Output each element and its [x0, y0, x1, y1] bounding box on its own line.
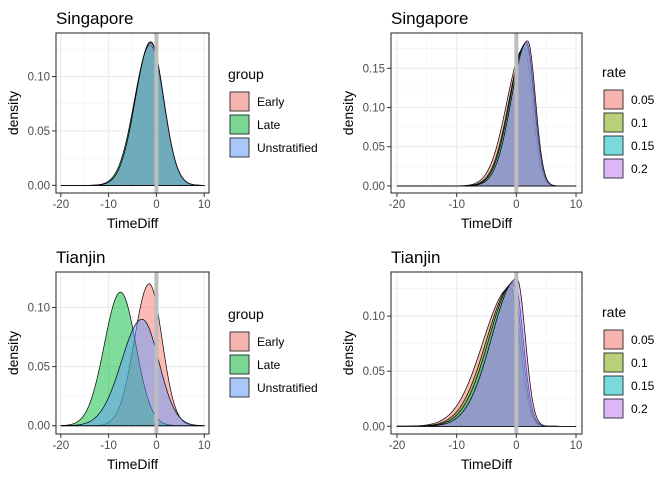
panel-border [55, 271, 210, 435]
x-axis-title: TimeDiff [461, 215, 512, 231]
chart-title: Tianjin [56, 248, 105, 267]
chart-title: Singapore [56, 9, 134, 28]
legend-label: 0.15 [631, 379, 655, 393]
legend: group Early Late Unstratified [228, 66, 318, 158]
legend-label: Unstratified [257, 381, 318, 395]
x-tick-label: -10 [448, 199, 465, 211]
y-axis-title: density [340, 91, 356, 135]
x-axis-title: TimeDiff [107, 456, 158, 472]
x-tick-label: 0 [153, 199, 159, 211]
legend-title: group [228, 306, 264, 322]
legend-label: 0.1 [631, 116, 648, 130]
x-tick-label: -20 [52, 440, 69, 452]
chart-panel-1: Singapore -20 -10 0 10 0.00 0.05 0.10 TimeDiff de… [5, 9, 318, 231]
x-tick-label: -20 [389, 199, 406, 211]
y-tick-label: 0.10 [28, 72, 50, 84]
legend-title: rate [602, 64, 626, 80]
legend: rate 0.05 0.1 0.15 0.2 [602, 64, 655, 179]
legend-key [229, 377, 250, 398]
legend-label: 0.05 [631, 333, 655, 347]
panel-border [390, 32, 583, 194]
x-tick-label: -20 [52, 199, 69, 211]
x-tick-label: 10 [198, 199, 211, 211]
x-axis-title: TimeDiff [461, 456, 512, 472]
y-tick-label: 0.05 [28, 362, 50, 374]
legend-label: Late [257, 358, 281, 372]
legend-key [229, 354, 250, 375]
y-tick-label: 0.15 [363, 63, 385, 75]
x-tick-label: -10 [100, 440, 117, 452]
y-tick-label: 0.05 [363, 142, 385, 154]
legend-label: Early [257, 335, 284, 349]
x-tick-label: 10 [570, 440, 583, 452]
legend-label: Late [257, 118, 281, 132]
x-tick-label: -20 [389, 440, 406, 452]
legend-key [229, 331, 250, 352]
x-tick-label: 0 [513, 440, 519, 452]
density-area-unstratified [60, 318, 205, 427]
y-axis-title: density [5, 331, 21, 375]
legend-key [603, 352, 624, 373]
y-tick-label: 0.00 [363, 181, 385, 193]
density-area-0-2 [396, 278, 577, 427]
y-axis-title: density [340, 331, 356, 375]
x-tick-label: -10 [100, 199, 117, 211]
legend-label: 0.2 [631, 162, 648, 176]
y-tick-label: 0.05 [28, 126, 50, 138]
x-tick-label: 0 [153, 440, 159, 452]
x-tick-label: -10 [448, 440, 465, 452]
y-tick-label: 0.00 [28, 421, 50, 433]
chart-title: Tianjin [391, 248, 440, 267]
legend-label: 0.1 [631, 356, 648, 370]
legend-key [603, 89, 624, 110]
legend: group Early Late Unstratified [228, 306, 318, 398]
chart-panel-3: Tianjin -20 -10 0 10 0.00 0.05 0.10 TimeDiff dens… [5, 248, 318, 472]
legend-key [603, 329, 624, 350]
y-tick-label: 0.00 [363, 421, 385, 433]
legend-key [603, 398, 624, 419]
legend-key [603, 112, 624, 133]
legend: rate 0.05 0.1 0.15 0.2 [602, 304, 655, 419]
legend-label: 0.2 [631, 402, 648, 416]
legend-label: 0.15 [631, 139, 655, 153]
y-tick-label: 0.10 [363, 311, 385, 323]
x-tick-label: 10 [198, 440, 211, 452]
y-tick-label: 0.10 [28, 302, 50, 314]
legend-label: Early [257, 95, 284, 109]
legend-key [229, 114, 250, 135]
chart-title: Singapore [391, 9, 469, 28]
legend-title: rate [602, 304, 626, 320]
legend-label: 0.05 [631, 93, 655, 107]
density-area-unstratified [60, 42, 205, 186]
y-tick-label: 0.05 [363, 366, 385, 378]
legend-key [603, 375, 624, 396]
x-tick-label: 0 [513, 199, 519, 211]
legend-title: group [228, 66, 264, 82]
x-axis-title: TimeDiff [107, 215, 158, 231]
legend-label: Unstratified [257, 141, 318, 155]
chart-panel-2: Singapore -20 -10 0 10 0.00 0.05 0.10 0.15 TimeDi… [340, 9, 655, 231]
y-tick-label: 0.00 [28, 180, 50, 192]
legend-key [229, 91, 250, 112]
panel-border [390, 271, 583, 435]
legend-key [603, 158, 624, 179]
y-axis-title: density [5, 91, 21, 135]
legend-key [603, 135, 624, 156]
density-area-0-2 [396, 40, 577, 187]
chart-panel-4: Tianjin -20 -10 0 10 0.00 0.05 0.10 TimeDiff dens… [340, 248, 655, 472]
x-tick-label: 10 [570, 199, 583, 211]
y-tick-label: 0.10 [363, 103, 385, 115]
panel-border [55, 32, 210, 194]
legend-key [229, 137, 250, 158]
